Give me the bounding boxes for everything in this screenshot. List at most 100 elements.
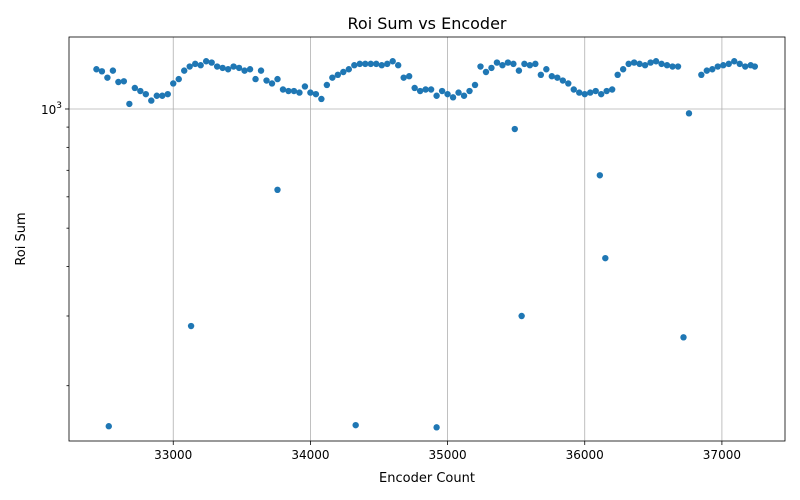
data-point (720, 62, 727, 69)
data-point (460, 92, 468, 99)
data-point (405, 73, 413, 80)
grid-lines (69, 37, 785, 441)
data-point (274, 75, 281, 83)
data-point (510, 60, 517, 68)
y-axis-label: Roi Sum (14, 212, 29, 265)
data-point (93, 66, 100, 73)
data-point (356, 60, 363, 68)
data-point (159, 92, 166, 99)
x-tick-label: 34000 (291, 448, 329, 462)
data-point (709, 66, 716, 73)
data-point (416, 87, 424, 95)
data-point (652, 58, 660, 65)
data-point (351, 62, 358, 69)
data-point (493, 59, 501, 66)
data-point (647, 59, 654, 66)
data-point (279, 86, 287, 93)
data-point (340, 68, 347, 76)
data-point (515, 67, 523, 74)
x-tick-label: 36000 (566, 448, 604, 462)
data-point (352, 421, 359, 429)
data-point (378, 62, 385, 69)
x-axis-ticks: 33000 34000 35000 36000 37000 (154, 441, 741, 462)
data-point (518, 312, 525, 320)
data-point (301, 83, 309, 90)
data-point (669, 63, 676, 70)
data-point (511, 125, 518, 133)
data-point (105, 423, 112, 430)
data-point (120, 78, 128, 85)
data-point (466, 87, 473, 95)
chart-title: Roi Sum vs Encoder (348, 14, 507, 33)
data-point (636, 60, 643, 68)
x-axis-label: Encoder Count (379, 471, 475, 486)
data-point (252, 75, 259, 83)
data-point (597, 90, 605, 98)
data-point (444, 90, 451, 98)
data-point (164, 90, 171, 98)
data-point (608, 86, 616, 93)
data-point (115, 78, 122, 86)
data-point (224, 66, 232, 73)
x-tick-label: 35000 (428, 448, 466, 462)
data-point (488, 64, 495, 72)
y-tick-label: 103 (41, 101, 62, 117)
data-point (596, 172, 604, 179)
data-point (521, 60, 528, 68)
data-point (389, 58, 396, 65)
data-point (565, 80, 572, 87)
data-point (318, 95, 325, 103)
data-point (257, 67, 265, 74)
data-point (438, 87, 446, 95)
data-point (587, 89, 594, 96)
data-point (181, 67, 188, 74)
data-point (581, 90, 588, 98)
data-point (290, 87, 298, 95)
data-point (137, 87, 144, 95)
data-point (285, 87, 292, 95)
data-point (191, 60, 199, 68)
data-point (742, 63, 749, 70)
data-point (186, 63, 193, 70)
data-point (592, 87, 599, 95)
data-point (674, 63, 682, 70)
data-point (345, 66, 353, 73)
data-point (731, 58, 738, 65)
data-point (142, 90, 150, 98)
data-point (658, 60, 665, 68)
data-point (394, 62, 402, 69)
data-point (548, 73, 556, 80)
data-point (362, 60, 369, 68)
data-point (482, 68, 490, 76)
data-point (537, 71, 545, 79)
data-point (477, 63, 484, 70)
data-point (570, 86, 577, 93)
data-point (427, 86, 435, 93)
data-point (625, 60, 632, 68)
plot-frame (68, 36, 786, 442)
data-point (274, 186, 281, 194)
data-point (323, 81, 331, 89)
data-point (532, 60, 539, 68)
data-point (602, 254, 609, 262)
data-point (400, 74, 407, 81)
data-point (175, 75, 182, 83)
data-point (725, 60, 732, 68)
data-point (367, 60, 374, 68)
data-point (98, 68, 106, 75)
data-point (411, 84, 418, 92)
data-point (471, 81, 479, 89)
data-point (499, 62, 506, 69)
data-point (384, 60, 391, 68)
data-point (187, 322, 195, 330)
data-point (334, 71, 342, 79)
data-point (202, 58, 210, 65)
data-point (246, 66, 254, 73)
data-point (559, 77, 566, 84)
data-point (663, 62, 671, 69)
data-point (455, 89, 462, 96)
data-point (576, 89, 583, 96)
data-point (148, 97, 155, 104)
data-point (714, 63, 721, 70)
